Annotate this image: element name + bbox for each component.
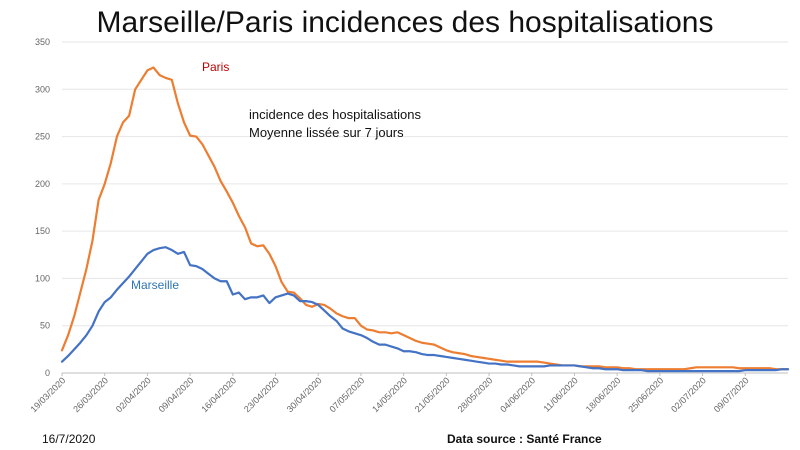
y-tick-label: 0 [45, 368, 50, 378]
x-tick-label: 19/03/2020 [28, 375, 67, 414]
x-axis-ticks: 19/03/2020 26/03/2020 02/04/2020 09/04/2020… [28, 373, 751, 414]
chart-grid [62, 41, 788, 327]
x-tick-label: 04/06/2020 [498, 375, 537, 414]
series-line-paris [60, 66, 790, 371]
x-tick-label: 07/05/2020 [327, 375, 366, 414]
x-tick-label: 09/07/2020 [712, 375, 751, 414]
y-tick-label: 50 [40, 321, 50, 331]
x-tick-label: 30/04/2020 [285, 375, 324, 414]
footer-source: Data source : Santé France [447, 432, 602, 446]
x-tick-label: 25/06/2020 [626, 375, 665, 414]
x-tick-label: 16/04/2020 [199, 375, 238, 414]
series-lines [60, 66, 790, 373]
x-tick-label: 23/04/2020 [242, 375, 281, 414]
y-tick-label: 300 [35, 84, 50, 94]
x-tick-label: 02/04/2020 [114, 375, 153, 414]
annotation-line-1: incidence des hospitalisations [249, 107, 421, 122]
series-label-marseille: Marseille [131, 278, 179, 292]
y-tick-label: 200 [35, 179, 50, 189]
annotation-line-2: Moyenne lissée sur 7 jours [249, 125, 404, 140]
footer-date: 16/7/2020 [42, 432, 96, 446]
series-line-marseille [60, 246, 790, 373]
series-label-paris: Paris [202, 60, 229, 74]
y-tick-label: 350 [35, 37, 50, 47]
x-tick-label: 11/06/2020 [541, 375, 579, 413]
x-tick-label: 09/04/2020 [157, 375, 196, 414]
x-tick-label: 21/05/2020 [413, 375, 452, 414]
x-tick-label: 14/05/2020 [370, 375, 409, 414]
y-tick-label: 150 [35, 226, 50, 236]
x-tick-label: 02/07/2020 [669, 375, 708, 414]
x-tick-label: 28/05/2020 [456, 375, 495, 414]
y-tick-label: 250 [35, 132, 50, 142]
x-tick-label: 18/06/2020 [584, 375, 623, 414]
y-axis-ticks: 0 50 100 150 200 250 300 350 [35, 37, 50, 378]
y-tick-label: 100 [35, 273, 50, 283]
x-tick-label: 26/03/2020 [71, 375, 110, 414]
chart-title: Marseille/Paris incidences des hospitali… [97, 6, 714, 39]
